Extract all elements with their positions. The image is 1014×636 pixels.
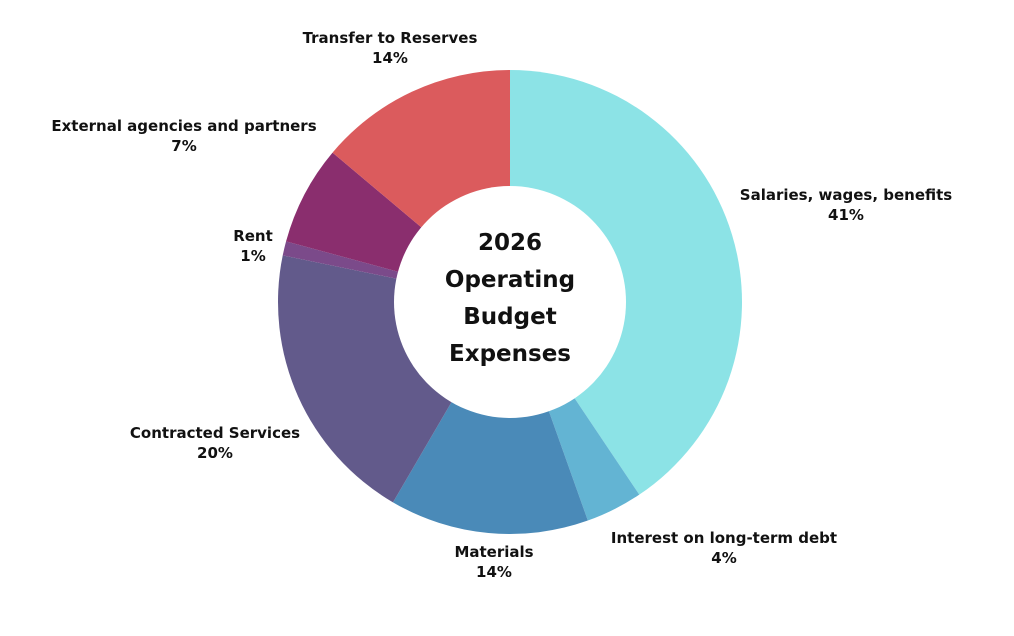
title-line-4: Expenses xyxy=(449,341,571,367)
labels-group: Salaries, wages, benefits 41% Interest on … xyxy=(51,29,952,581)
slice-value-label: 41% xyxy=(828,206,864,224)
slice-label: External agencies and partners xyxy=(51,117,316,135)
slice-value-label: 14% xyxy=(476,563,512,581)
slice-label: Contracted Services xyxy=(130,424,300,442)
title-line-1: 2026 xyxy=(478,230,542,256)
title-line-2: Operating xyxy=(445,267,575,293)
slice-label: Materials xyxy=(454,543,533,561)
slice-label: Interest on long-term debt xyxy=(611,529,837,547)
title-line-3: Budget xyxy=(463,304,556,330)
slice-value-label: 4% xyxy=(711,549,736,567)
chart-title: 2026 Operating Budget Expenses xyxy=(445,230,575,367)
slice-label: Salaries, wages, benefits xyxy=(740,186,953,204)
slice-salaries-wages-benefits xyxy=(510,70,743,495)
donut-hole xyxy=(394,186,626,418)
slice-materials xyxy=(392,302,588,534)
slice-value-label: 1% xyxy=(240,247,265,265)
slice-value-label: 14% xyxy=(372,49,408,67)
slice-value-label: 7% xyxy=(171,137,196,155)
slice-label: Rent xyxy=(233,227,273,245)
slice-label: Transfer to Reserves xyxy=(303,29,478,47)
slice-value-label: 20% xyxy=(197,444,233,462)
